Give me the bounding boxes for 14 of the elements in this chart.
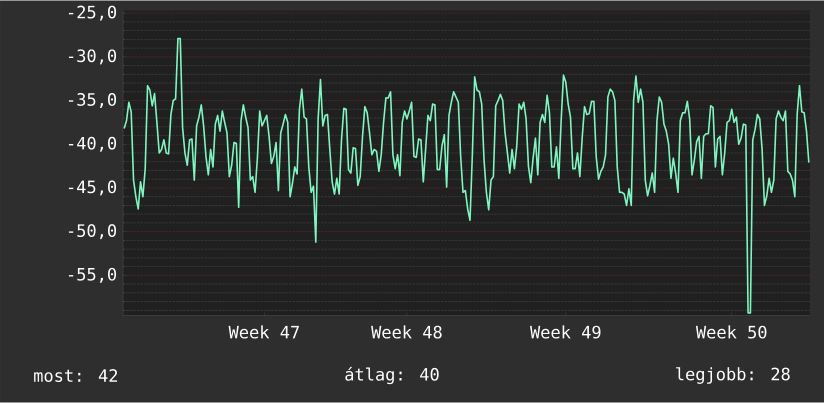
text: átlag: 40 [345, 367, 439, 384]
text: most: 42 [34, 369, 118, 382]
text: legjobb: 28 [676, 367, 790, 384]
y-tick-label: -40,0 [68, 136, 116, 152]
x-tick-label: Week 48 [371, 326, 442, 339]
y-tick-label: -30,0 [68, 50, 116, 65]
y-tick-label: -50,0 [68, 224, 116, 240]
x-tick-label: Week 50 [696, 326, 766, 339]
y-tick-label: -55,0 [68, 268, 116, 284]
y-tick-label: -35,0 [68, 93, 116, 108]
y-tick-label: -25,0 [68, 6, 116, 21]
y-tick-label: -45,0 [68, 180, 116, 196]
x-tick-label: Week 49 [530, 326, 600, 339]
x-tick-label: Week 47 [228, 326, 299, 339]
